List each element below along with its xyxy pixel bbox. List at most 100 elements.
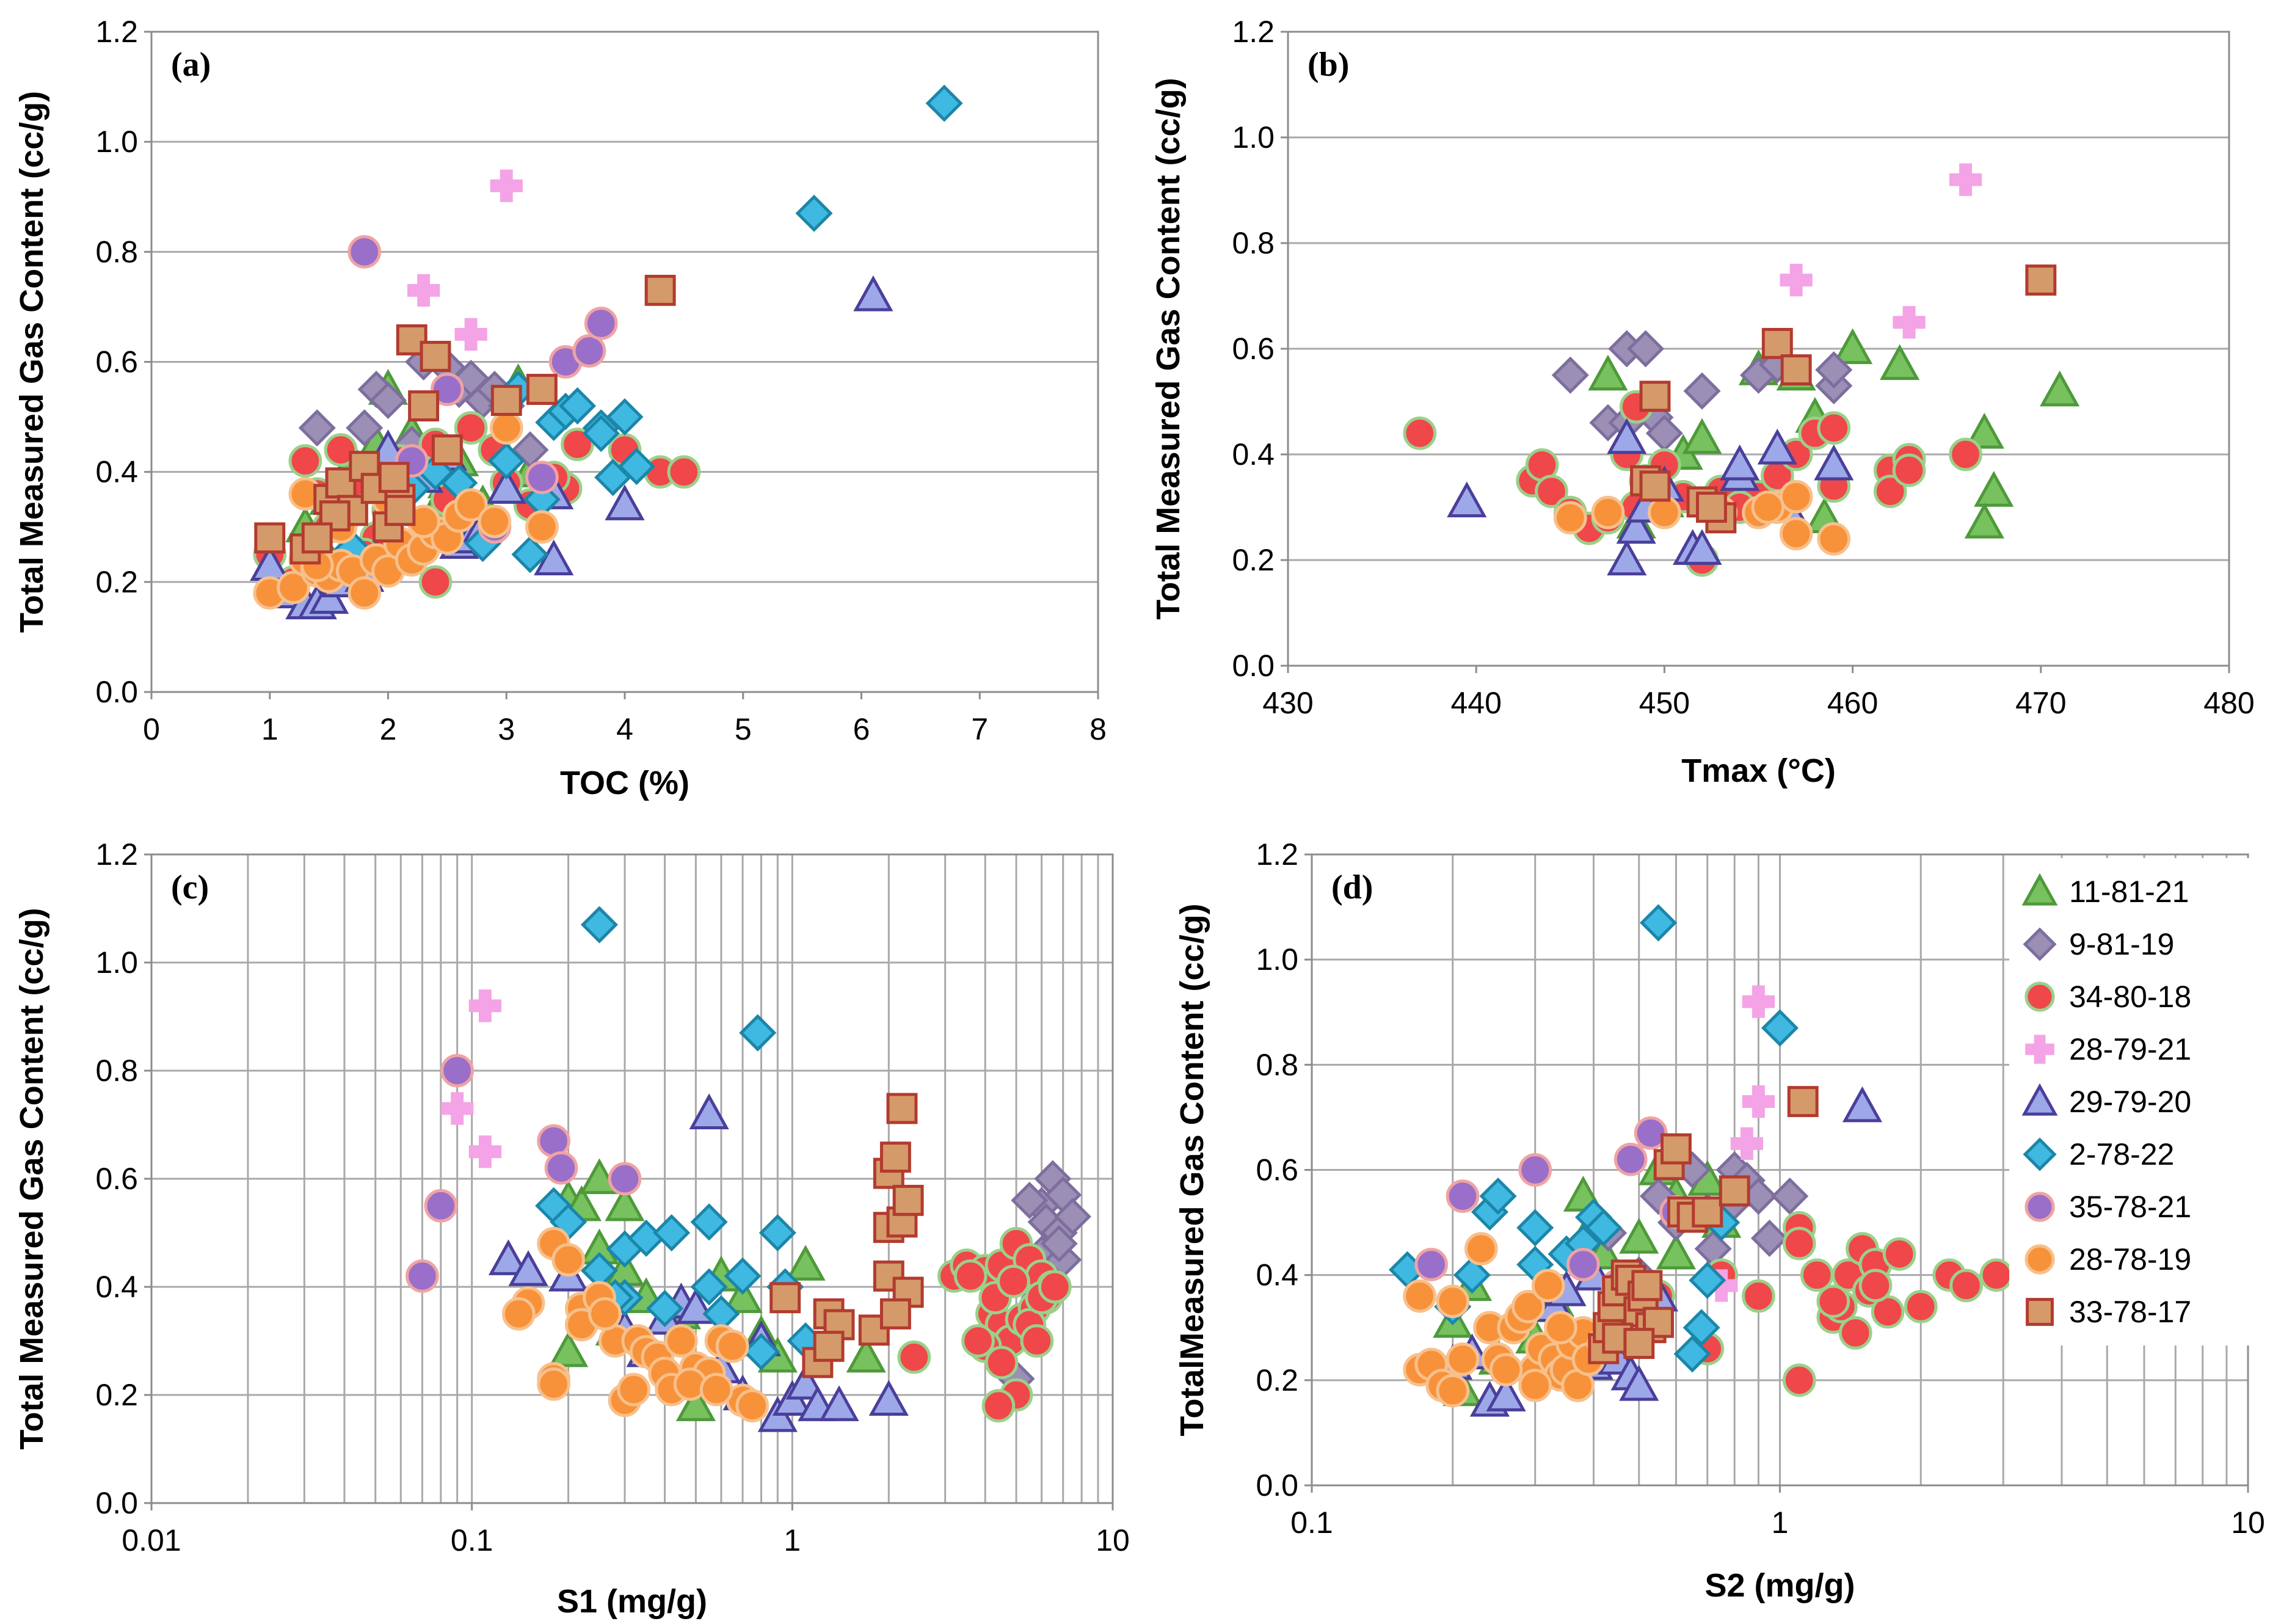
data-point (489, 411, 523, 445)
data-point (1040, 1225, 1078, 1262)
data-point (534, 539, 574, 575)
x-tick-label: 460 (1827, 686, 1878, 720)
x-axis-title: Tmax (°C) (1681, 752, 1836, 789)
data-point (997, 1264, 1030, 1298)
x-tick-label: 7 (971, 712, 988, 746)
data-point (758, 1214, 796, 1252)
data-point (1489, 1353, 1523, 1386)
data-point (582, 415, 620, 453)
data-point (1949, 1269, 1983, 1303)
y-tick-label: 0.0 (95, 675, 138, 709)
data-point (1815, 351, 1853, 389)
x-axis-title: S1 (mg/g) (557, 1583, 707, 1620)
data-point (1682, 418, 1722, 454)
legend: 11-81-21 9-81-19 34-80-18 28-79-21 29-79-20 2… (2009, 858, 2254, 1345)
data-point (579, 1158, 620, 1195)
y-tick-label: 0.8 (95, 1054, 138, 1088)
panel-b: 0.0 0.2 0.4 0.6 0.8 1.0 1.2 430 440 450 460 470 480 T… (1150, 15, 2255, 789)
data-point (1779, 479, 1813, 514)
y-tick-label: 0.0 (1256, 1468, 1298, 1502)
series-28-79-21 (1780, 163, 1982, 339)
data-point (1880, 344, 1920, 381)
data-point (742, 1333, 780, 1371)
data-point (346, 409, 384, 447)
data-point (1553, 501, 1587, 535)
data-point (1683, 372, 1721, 410)
data-point (490, 385, 522, 417)
data-point (454, 411, 488, 445)
data-point (1964, 412, 2004, 449)
data-point (1616, 508, 1656, 544)
y-tick-label: 1.2 (95, 837, 138, 872)
series-28-79-21 (441, 989, 502, 1168)
x-axis-title: S2 (mg/g) (1704, 1567, 1855, 1604)
data-point (288, 444, 322, 478)
data-point (1011, 1181, 1049, 1219)
data-point (580, 906, 618, 944)
data-point (525, 510, 559, 544)
data-point (1682, 1309, 1720, 1347)
data-point (1771, 1178, 1809, 1215)
data-point (605, 1185, 645, 1222)
data-point (1020, 1324, 1054, 1358)
data-point (420, 341, 451, 372)
data-point (1516, 1209, 1554, 1247)
data-point (1566, 1248, 1600, 1281)
data-point (486, 468, 526, 504)
data-point (735, 1389, 769, 1423)
series-35-78-21 (347, 235, 618, 544)
data-point (1464, 1232, 1498, 1265)
data-point (1446, 1179, 1480, 1213)
x-tick-label: 2 (380, 712, 397, 746)
legend-marker (2026, 1298, 2054, 1326)
data-point (1613, 1142, 1648, 1176)
panel-label: (b) (1308, 46, 1349, 84)
data-point (526, 374, 558, 405)
y-tick-label: 0.0 (95, 1486, 138, 1520)
data-point (1882, 1237, 1916, 1271)
series-33-78-17 (254, 274, 676, 565)
data-point (1639, 904, 1678, 942)
legend-marker (2023, 1137, 2057, 1171)
y-tick-label: 0.4 (95, 455, 138, 489)
panel-label: (d) (1331, 868, 1373, 906)
data-point (715, 1330, 749, 1363)
x-tick-label: 0 (143, 712, 160, 746)
series-33-78-17 (1588, 1086, 1819, 1364)
data-point (1588, 354, 1628, 391)
data-point (1486, 1375, 1526, 1411)
data-point (1512, 1289, 1545, 1324)
data-point (1673, 1335, 1711, 1373)
x-tick-label: 10 (2231, 1506, 2265, 1540)
data-point (501, 1297, 536, 1331)
y-tick-label: 0.4 (95, 1270, 138, 1304)
data-point (868, 1380, 909, 1416)
series-33-78-17 (1630, 264, 2057, 534)
x-tick-label: 0.1 (1290, 1506, 1333, 1540)
y-tick-label: 1.0 (1232, 120, 1275, 155)
legend-label: 9-81-19 (2069, 927, 2174, 961)
data-point (347, 235, 382, 269)
x-tick-label: 5 (735, 712, 752, 746)
data-point (1639, 470, 1671, 502)
data-point (2040, 370, 2080, 407)
data-point (561, 428, 594, 461)
x-tick-label: 1 (784, 1523, 801, 1557)
legend-label: 28-79-21 (2069, 1032, 2191, 1066)
data-point (384, 495, 416, 526)
y-axis-title: Total Measured Gas Content (cc/g) (13, 908, 50, 1449)
data-point (406, 1259, 439, 1293)
data-point (1661, 1133, 1692, 1165)
legend-marker (2024, 1244, 2055, 1275)
y-tick-label: 0.6 (95, 1162, 138, 1196)
series-28-78-19 (1553, 479, 1851, 556)
y-tick-label: 0.8 (95, 235, 138, 269)
data-point (1817, 411, 1851, 445)
x-tick-label: 4 (616, 712, 633, 746)
y-tick-label: 0.0 (1232, 649, 1275, 683)
data-point (722, 1277, 763, 1313)
legend-label: 11-81-21 (2069, 875, 2189, 909)
panel-a: 0.0 0.2 0.4 0.6 0.8 1.0 1.2 0 1 2 3 4 5 6 7 8 TOC (%) Tot… (13, 15, 1107, 801)
data-point (418, 565, 453, 599)
